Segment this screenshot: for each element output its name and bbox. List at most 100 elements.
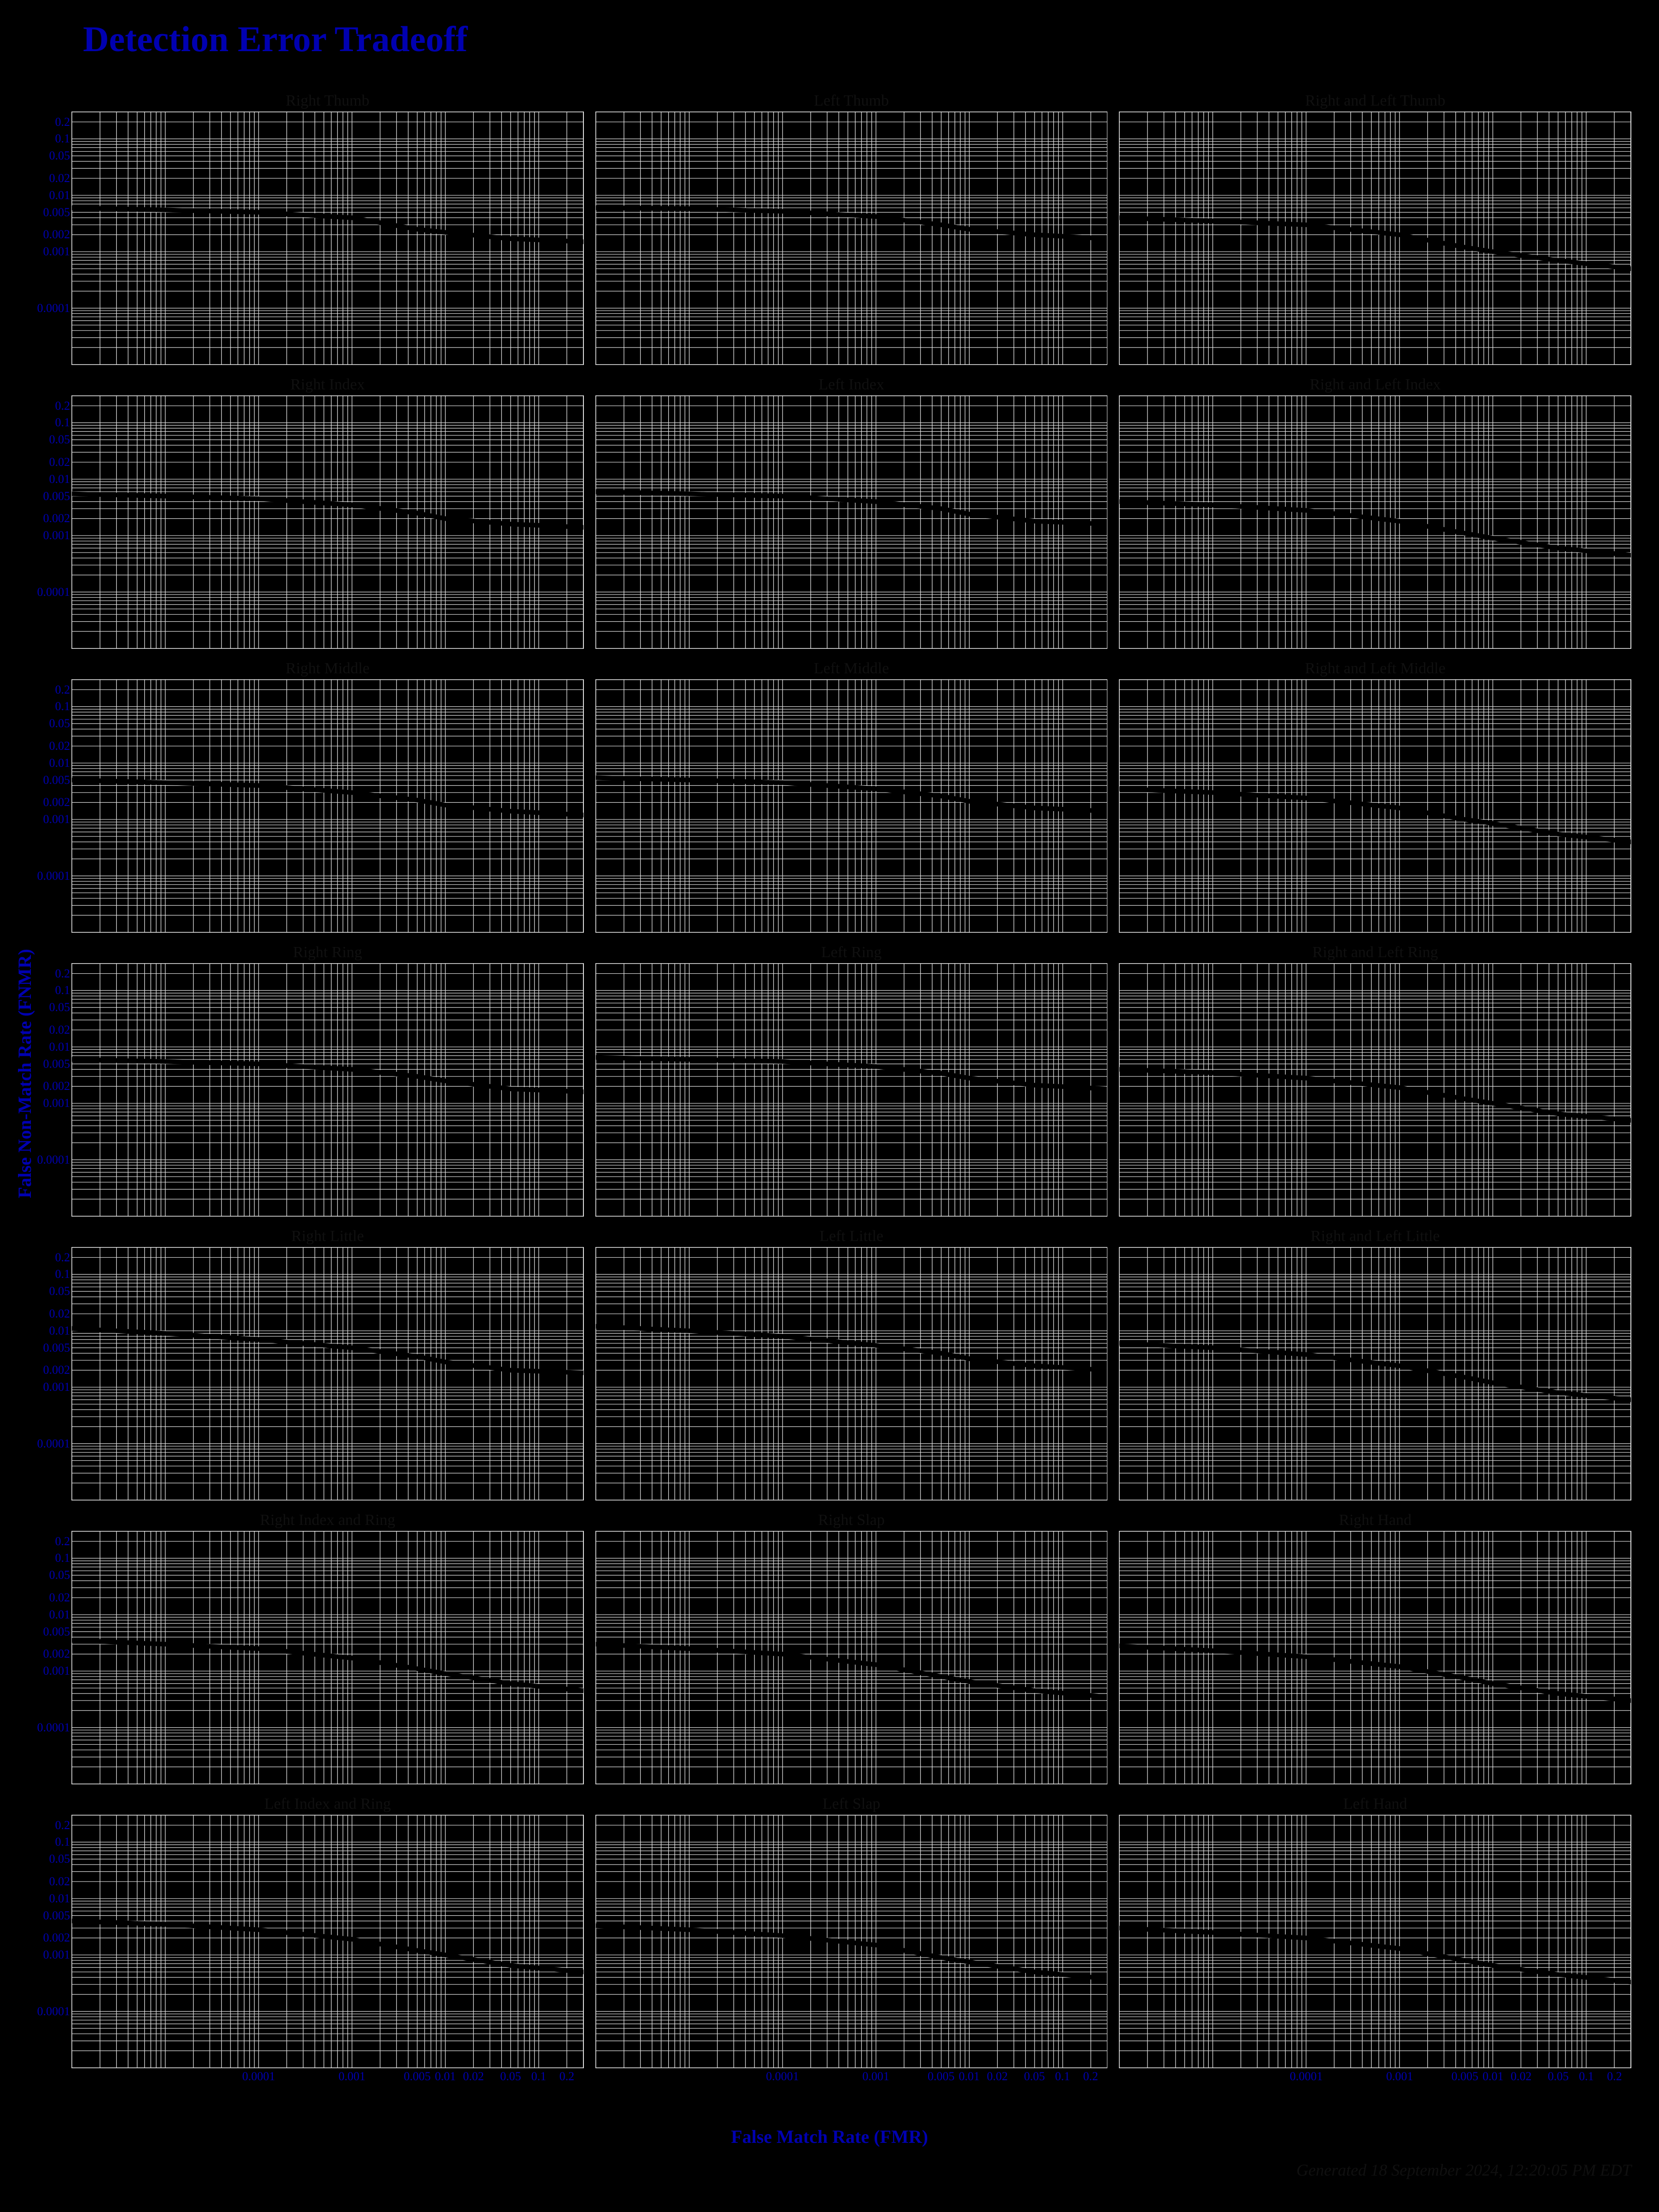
chart-panel: Right and Left Little	[1119, 1228, 1631, 1500]
plot-area	[595, 1247, 1108, 1500]
chart-panel: Left Index	[595, 376, 1108, 649]
panel-title: Right and Left Middle	[1119, 660, 1631, 677]
y-tick-label: 0.001	[43, 812, 71, 826]
page-title: Detection Error Tradeoff	[83, 18, 468, 60]
panel-title: Left Index and Ring	[71, 1795, 584, 1813]
det-curve	[596, 1058, 1107, 1089]
y-tick-label: 0.005	[43, 1341, 71, 1355]
det-curve	[1119, 789, 1631, 842]
det-curve	[1119, 1343, 1631, 1400]
y-tick-label: 0.1	[55, 1551, 71, 1565]
y-tick-label: 0.01	[49, 188, 71, 202]
y-tick-label: 0.2	[55, 967, 71, 981]
x-tick-label: 0.1	[1579, 2070, 1594, 2083]
det-curve	[596, 778, 1107, 812]
det-curve	[596, 1644, 1107, 1697]
chart-panel: Right and Left Thumb	[1119, 92, 1631, 365]
y-tick-label: 0.001	[43, 1380, 71, 1394]
y-tick-label: 0.002	[43, 1647, 71, 1661]
y-tick-label: 0.001	[43, 529, 71, 542]
y-tick-label: 0.02	[49, 739, 71, 753]
y-tick-label: 0.01	[49, 1324, 71, 1338]
y-tick-label: 0.001	[43, 1664, 71, 1678]
plot-area	[595, 395, 1108, 649]
panel-row: Right Index and Ring 0.20.10.050.020.010.…	[71, 1512, 1631, 1784]
x-tick-label: 0.005	[928, 2070, 955, 2083]
y-tick-label: 0.2	[55, 115, 71, 129]
x-axis-label: False Match Rate (FMR)	[731, 2126, 928, 2147]
y-tick-label: 0.02	[49, 455, 71, 469]
det-curve	[1119, 1070, 1631, 1121]
y-tick-label: 0.2	[55, 399, 71, 413]
x-tick-label: 0.0001	[1290, 2070, 1323, 2083]
x-tick-label: 0.02	[987, 2070, 1008, 2083]
y-tick-label: 0.01	[49, 1892, 71, 1906]
panel-title: Left Middle	[595, 660, 1108, 677]
y-tick-label: 0.002	[43, 795, 71, 809]
y-tick-label: 0.05	[49, 433, 71, 447]
y-tick-label: 0.005	[43, 1625, 71, 1639]
x-tick-label: 0.02	[463, 2070, 484, 2083]
y-tick-label: 0.05	[49, 1284, 71, 1298]
panel-title: Right and Left Ring	[1119, 944, 1631, 961]
panel-title: Left Thumb	[595, 92, 1108, 110]
chart-panel: Right and Left Index	[1119, 376, 1631, 649]
y-tick-label: 0.0001	[37, 585, 71, 599]
y-tick-label: 0.01	[49, 472, 71, 486]
x-tick-labels: 0.00010.0010.0050.010.020.050.10.2	[1119, 2070, 1631, 2088]
y-tick-labels: 0.20.10.050.020.010.0050.0020.0010.0001	[20, 112, 70, 365]
plot-area	[595, 112, 1108, 365]
plot-area: 0.20.10.050.020.010.0050.0020.0010.00010…	[71, 1815, 584, 2068]
y-tick-label: 0.02	[49, 1307, 71, 1321]
panel-title: Right and Left Thumb	[1119, 92, 1631, 110]
det-curve	[596, 492, 1107, 524]
y-tick-labels: 0.20.10.050.020.010.0050.0020.0010.0001	[20, 1247, 70, 1500]
chart-panel: Right Hand	[1119, 1512, 1631, 1784]
plot-area	[1119, 963, 1631, 1217]
plot-area	[595, 1531, 1108, 1784]
y-tick-label: 0.0001	[37, 301, 71, 315]
chart-grid: Right Thumb0.20.10.050.020.010.0050.0020…	[71, 92, 1631, 2097]
chart-panel: Left Thumb	[595, 92, 1108, 365]
y-tick-label: 0.05	[49, 717, 71, 730]
y-tick-label: 0.002	[43, 228, 71, 241]
plot-area: 0.20.10.050.020.010.0050.0020.0010.0001	[71, 1531, 584, 1784]
x-tick-label: 0.2	[559, 2070, 575, 2083]
panel-title: Right Hand	[1119, 1512, 1631, 1529]
panel-title: Right Index and Ring	[71, 1512, 584, 1529]
x-tick-label: 0.001	[1386, 2070, 1413, 2083]
x-tick-label: 0.005	[1452, 2070, 1479, 2083]
chart-panel: Left Index and Ring 0.20.10.050.020.010.0…	[71, 1795, 584, 2068]
y-tick-label: 0.001	[43, 1096, 71, 1110]
panel-title: Right Slap	[595, 1512, 1108, 1529]
panel-title: Right Ring	[71, 944, 584, 961]
x-tick-label: 0.2	[1607, 2070, 1622, 2083]
det-curve	[72, 1921, 583, 1972]
panel-row: Right Little0.20.10.050.020.010.0050.002…	[71, 1228, 1631, 1500]
y-tick-label: 0.0001	[37, 1721, 71, 1735]
x-tick-label: 0.01	[959, 2070, 980, 2083]
plot-area	[595, 963, 1108, 1217]
x-tick-label: 0.005	[404, 2070, 431, 2083]
plot-area: 0.20.10.050.020.010.0050.0020.0010.0001	[71, 963, 584, 1217]
y-tick-label: 0.2	[55, 1251, 71, 1265]
y-tick-label: 0.05	[49, 1000, 71, 1014]
y-tick-labels: 0.20.10.050.020.010.0050.0020.0010.0001	[20, 396, 70, 648]
panel-title: Right and Left Index	[1119, 376, 1631, 394]
panel-row: Right Middle0.20.10.050.020.010.0050.002…	[71, 660, 1631, 933]
chart-panel: Right and Left Middle	[1119, 660, 1631, 933]
panel-title: Left Little	[595, 1228, 1108, 1245]
x-tick-labels: 0.00010.0010.0050.010.020.050.10.2	[596, 2070, 1107, 2088]
chart-panel: Left Little	[595, 1228, 1108, 1500]
panel-title: Left Slap	[595, 1795, 1108, 1813]
x-tick-label: 0.1	[531, 2070, 547, 2083]
chart-panel: Right and Left Ring	[1119, 944, 1631, 1217]
x-tick-label: 0.0001	[242, 2070, 275, 2083]
y-tick-label: 0.0001	[37, 2005, 71, 2018]
y-tick-label: 0.0001	[37, 869, 71, 883]
chart-panel: Right Middle0.20.10.050.020.010.0050.002…	[71, 660, 584, 933]
det-curve	[72, 1059, 583, 1092]
y-tick-label: 0.1	[55, 983, 71, 997]
det-curve	[72, 1641, 583, 1691]
x-tick-label: 0.05	[1548, 2070, 1569, 2083]
